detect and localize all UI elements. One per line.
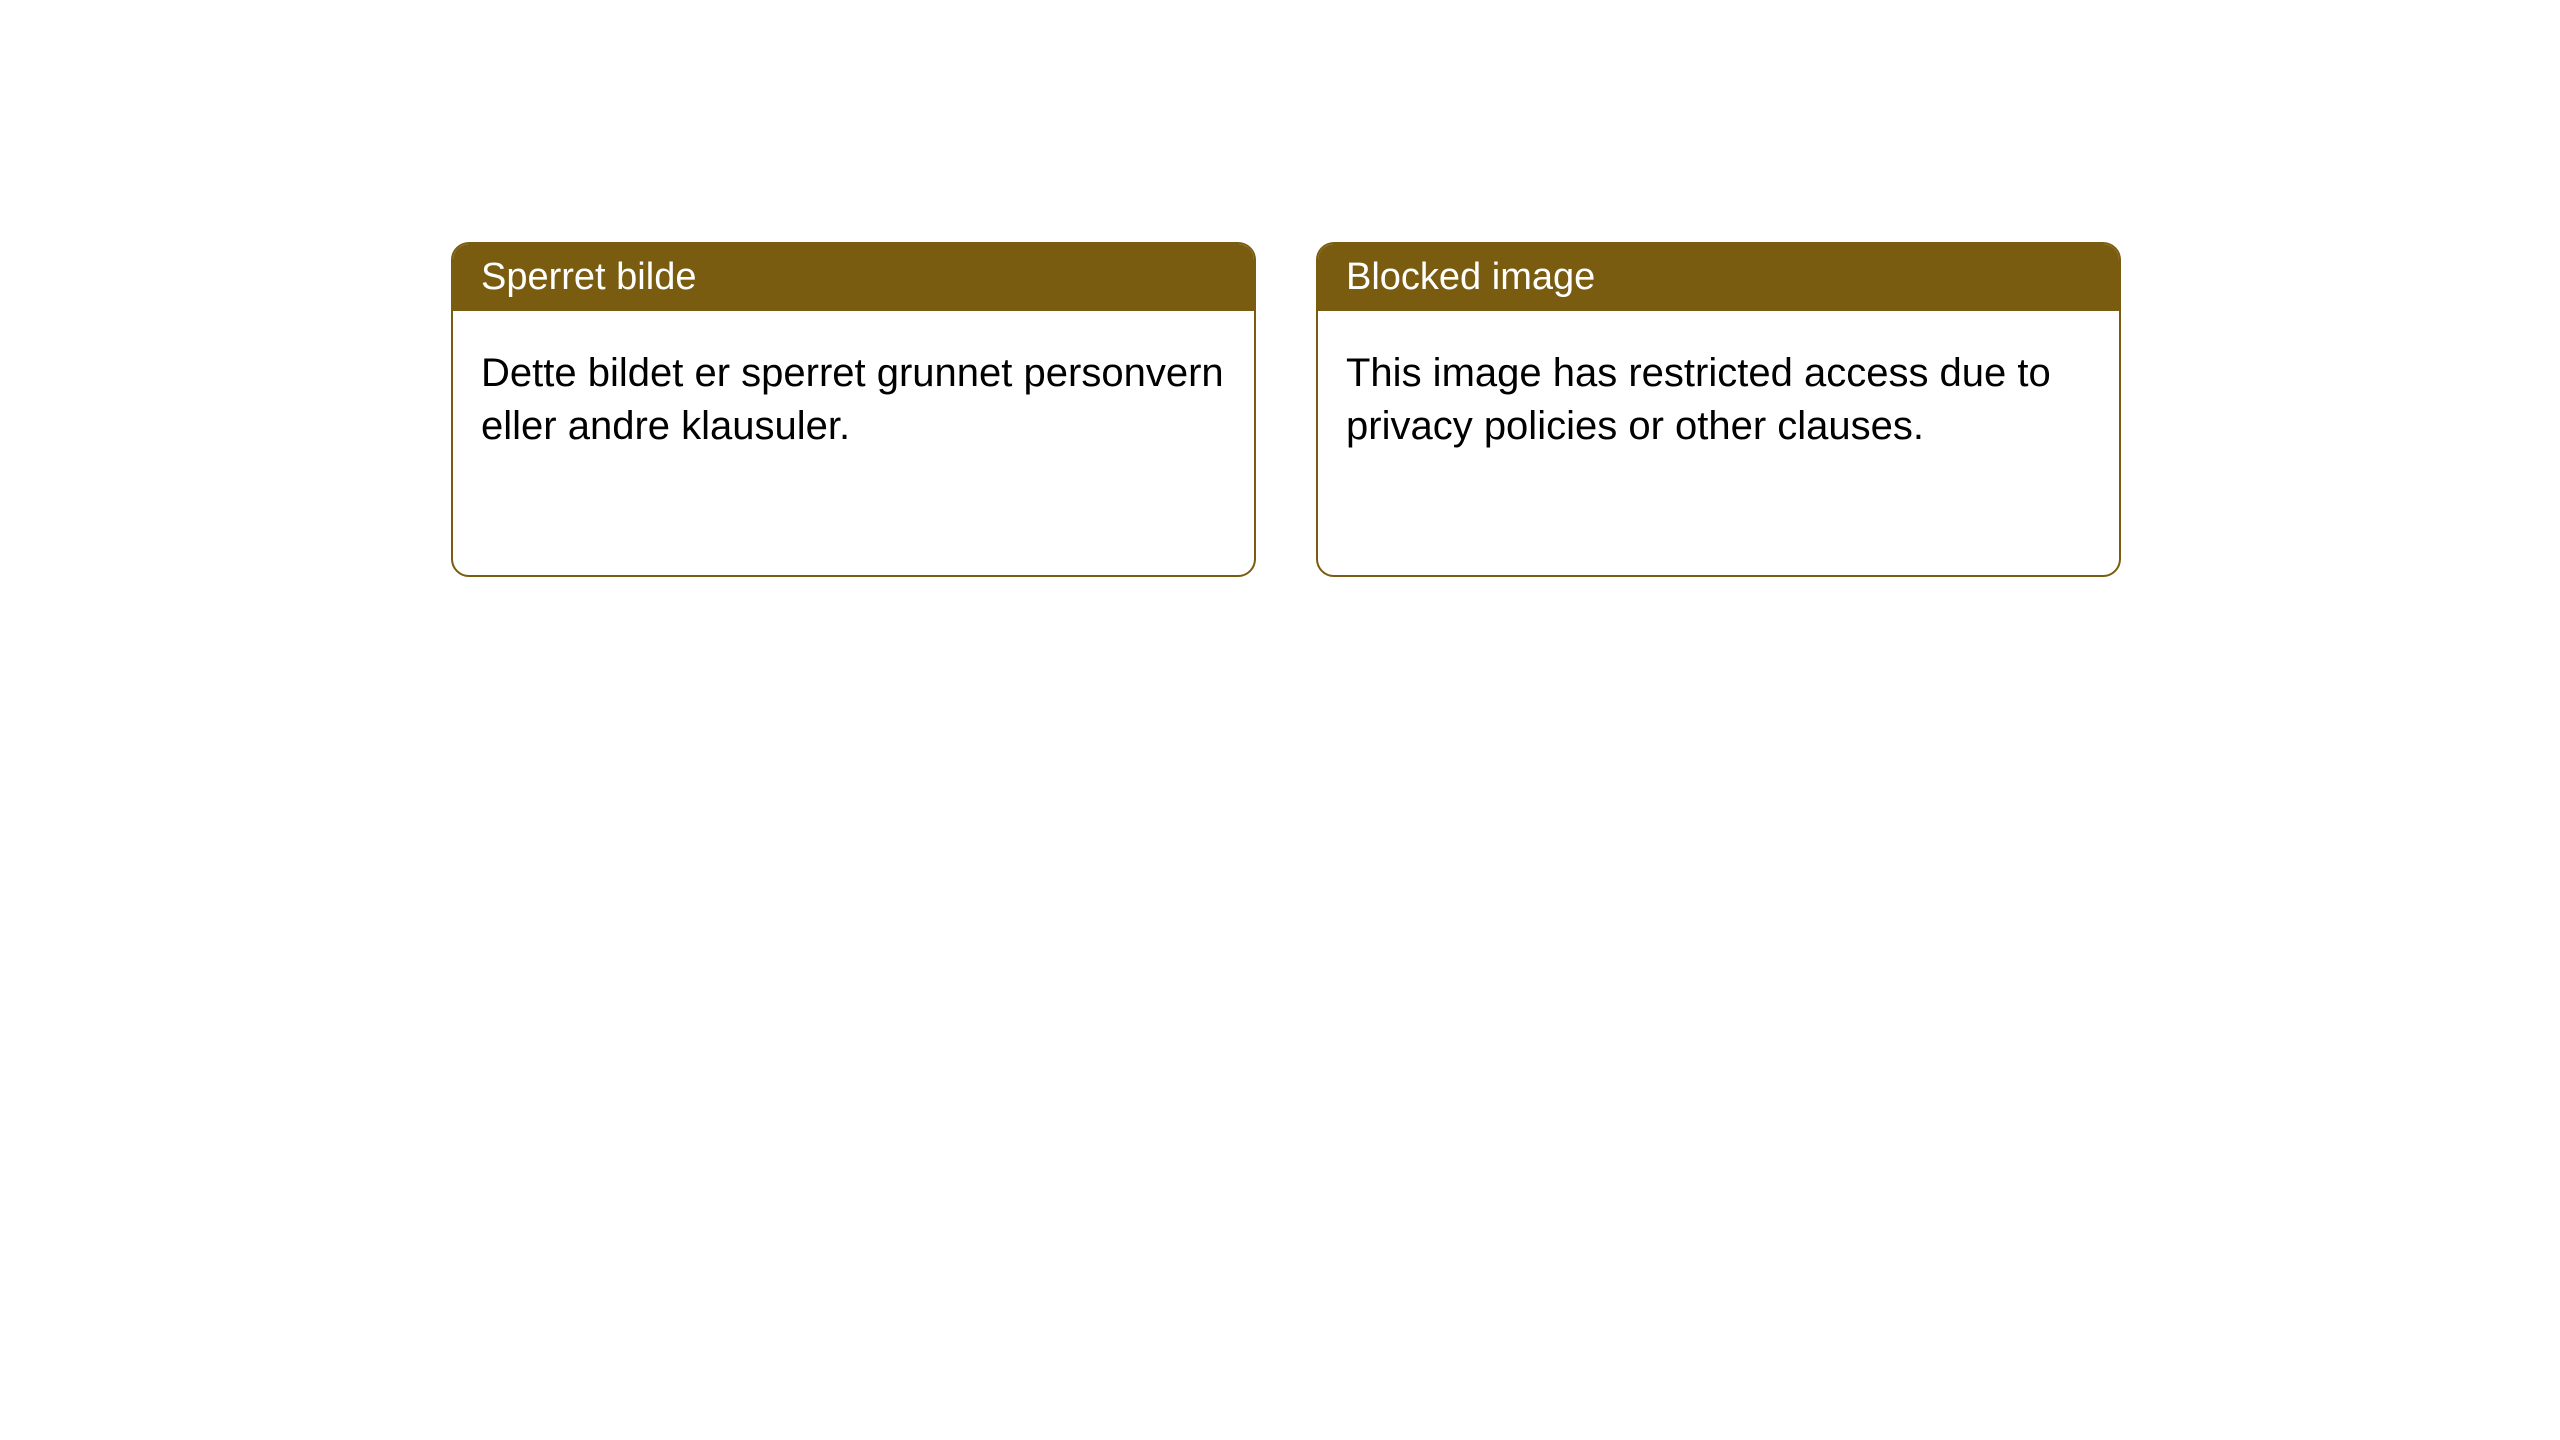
notice-container: Sperret bilde Dette bildet er sperret gr… [0,0,2560,577]
notice-card-norwegian: Sperret bilde Dette bildet er sperret gr… [451,242,1256,577]
notice-body-text: This image has restricted access due to … [1346,351,2051,448]
notice-body: This image has restricted access due to … [1318,311,2119,489]
notice-header: Blocked image [1318,244,2119,311]
notice-body-text: Dette bildet er sperret grunnet personve… [481,351,1224,448]
notice-title: Blocked image [1346,256,1595,298]
notice-title: Sperret bilde [481,256,696,298]
notice-body: Dette bildet er sperret grunnet personve… [453,311,1254,489]
notice-card-english: Blocked image This image has restricted … [1316,242,2121,577]
notice-header: Sperret bilde [453,244,1254,311]
